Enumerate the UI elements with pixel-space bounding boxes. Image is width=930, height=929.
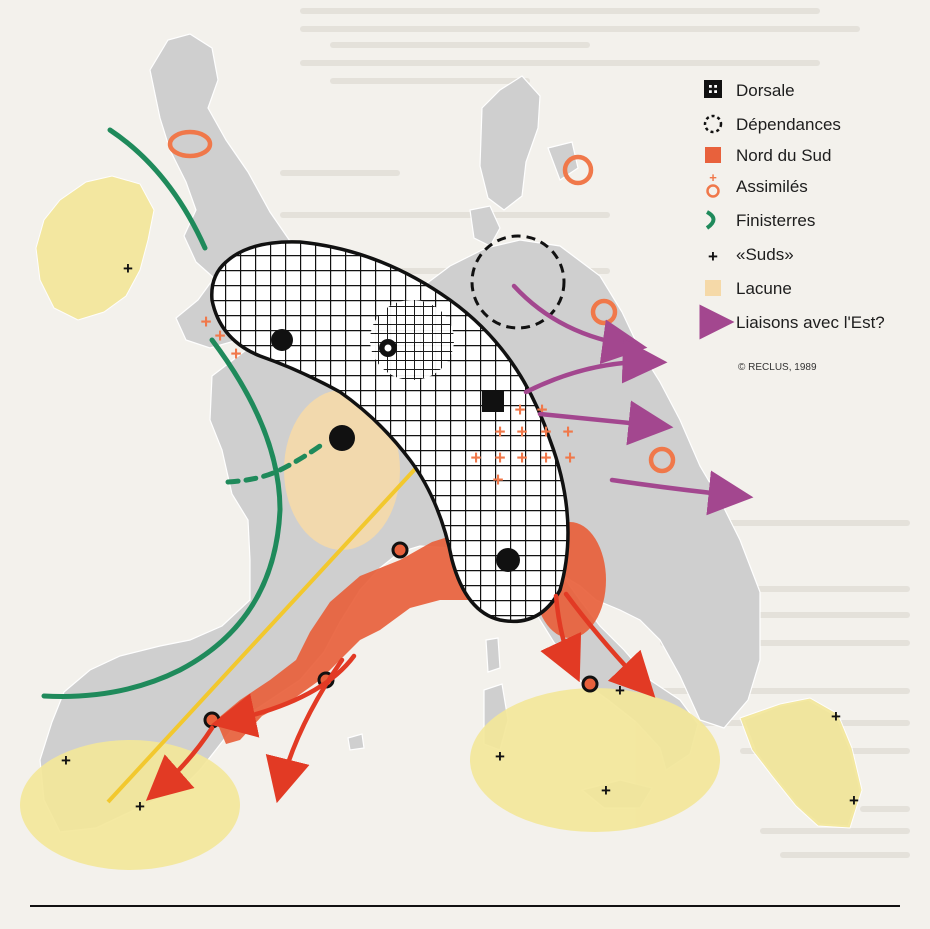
svg-text:+: +	[615, 681, 625, 700]
svg-text:+: +	[123, 259, 133, 278]
svg-text:+: +	[495, 747, 505, 766]
cross-and-ring-icon: +	[706, 170, 720, 198]
corsica	[485, 637, 501, 673]
dorsale-dense-core	[370, 300, 454, 380]
lacune-zone	[284, 390, 400, 550]
legend-label-dependances: Dépendances	[736, 115, 841, 134]
svg-text:+: +	[831, 707, 841, 726]
svg-text:+: +	[494, 448, 505, 469]
legend-item-finisterres: Finisterres	[705, 210, 815, 230]
dependances-circle	[470, 234, 566, 330]
svg-text:+: +	[230, 344, 241, 365]
svg-text:+: +	[516, 422, 527, 443]
legend-item-nord-du-sud: Nord du Sud	[705, 146, 831, 165]
svg-text:+: +	[536, 400, 547, 421]
legend-item-lacune: Lacune	[705, 279, 792, 298]
svg-text:+: +	[562, 422, 573, 443]
city-dot	[271, 329, 293, 351]
legend-label-nord-du-sud: Nord du Sud	[736, 146, 831, 165]
suds-greece	[739, 697, 863, 829]
legend-item-dependances: Dépendances	[703, 114, 841, 134]
svg-text:+: +	[494, 422, 505, 443]
legend-credit: © RECLUS, 1989	[738, 362, 817, 373]
svg-text:+: +	[709, 170, 717, 185]
svg-text:+: +	[601, 781, 611, 800]
legend-item-dorsale: Dorsale	[704, 80, 795, 100]
dorsale-square-icon	[704, 80, 722, 98]
legend-item-liaisons: Liaisons avec l'Est?	[699, 304, 885, 340]
legend-item-assimiles: + Assimilés	[706, 170, 808, 198]
black-cross-icon: +	[708, 247, 718, 266]
legend: Dorsale Dépendances Nord du Sud + Assimi…	[699, 80, 885, 373]
city-markers	[271, 329, 520, 572]
legend-label-finisterres: Finisterres	[736, 211, 815, 230]
ireland	[35, 175, 155, 321]
svg-text:+: +	[540, 448, 551, 469]
svg-text:+: +	[849, 791, 859, 810]
suds-iberia	[20, 740, 240, 870]
finisterres-arcs	[41, 127, 323, 699]
green-arc-icon	[705, 210, 716, 230]
scandinavia	[479, 75, 541, 211]
legend-label-dorsale: Dorsale	[736, 81, 795, 100]
city-dot	[329, 425, 355, 451]
svg-text:+: +	[492, 470, 503, 491]
svg-text:+: +	[564, 448, 575, 469]
sun-belt-line	[106, 466, 418, 804]
svg-text:+: +	[540, 422, 551, 443]
legend-label-liaisons: Liaisons avec l'Est?	[736, 313, 885, 332]
baltic-island	[547, 141, 579, 181]
legend-label-assimiles: Assimilés	[736, 177, 808, 196]
svg-text:+: +	[61, 751, 71, 770]
svg-text:+: +	[470, 448, 481, 469]
svg-text:+: +	[514, 400, 525, 421]
dorsale-banana	[210, 240, 570, 624]
liaisons-arrows	[511, 283, 754, 516]
city-dot	[496, 548, 520, 572]
svg-text:+: +	[200, 312, 211, 333]
nord-du-sud-west	[216, 530, 500, 744]
denmark	[469, 205, 501, 247]
city-square	[482, 390, 504, 412]
svg-text:+: +	[135, 797, 145, 816]
dashed-circle-icon	[703, 114, 723, 134]
suds-italy	[470, 688, 720, 832]
legend-label-suds: «Suds»	[736, 245, 794, 264]
beige-square-icon	[705, 280, 721, 296]
legend-label-lacune: Lacune	[736, 279, 792, 298]
orange-square-icon	[705, 147, 721, 163]
svg-text:+: +	[516, 448, 527, 469]
legend-item-suds: + «Suds»	[708, 245, 794, 266]
southern-arrows	[145, 591, 656, 804]
assimiles-crosses: + + + + + + + + + + + + + + +	[200, 312, 575, 491]
svg-text:+: +	[214, 326, 225, 347]
balearic	[347, 733, 365, 751]
